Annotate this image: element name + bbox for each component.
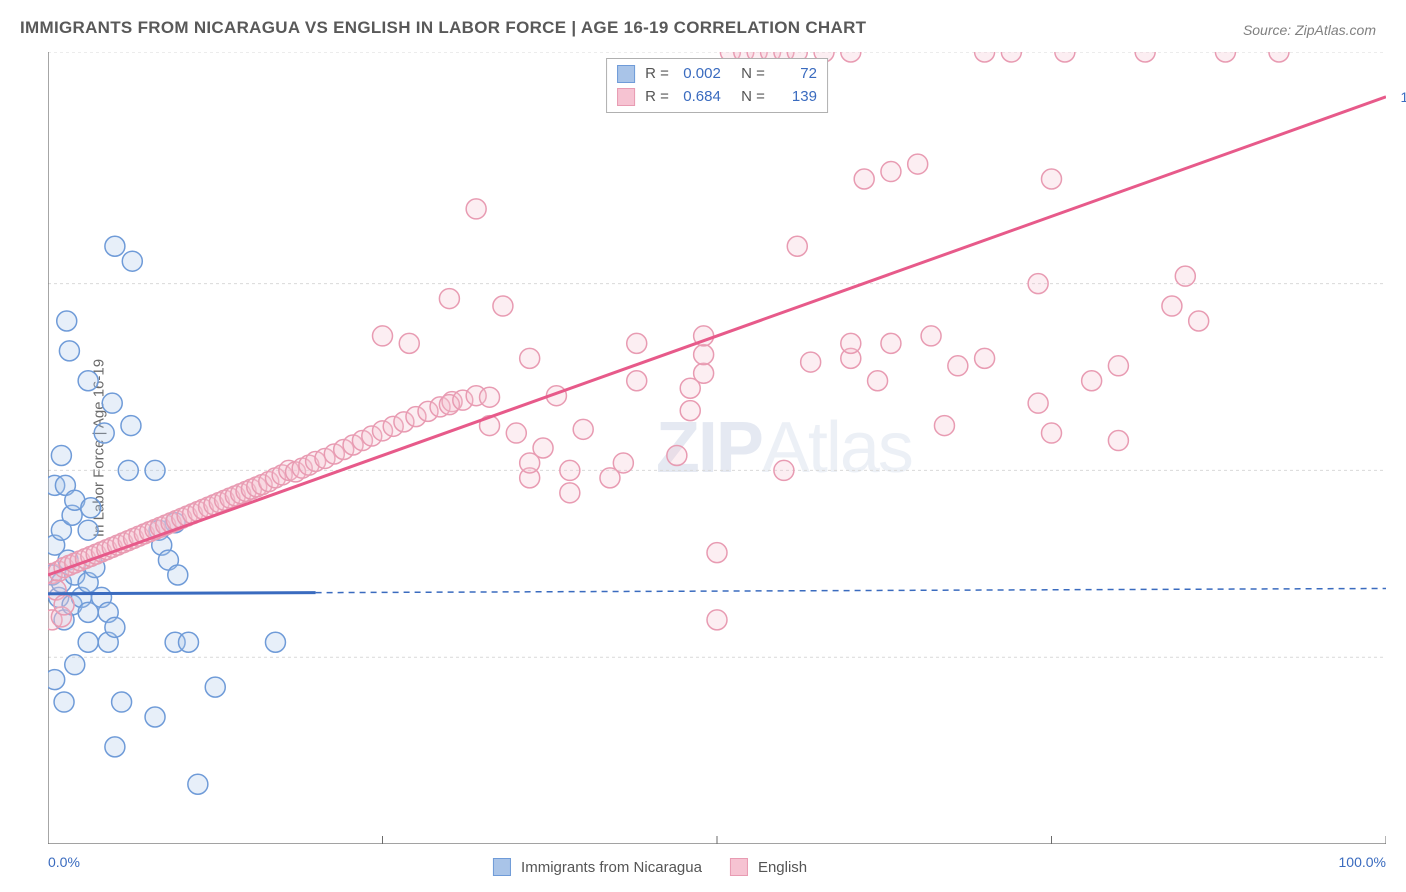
legend-label-pink: English: [758, 859, 807, 876]
n-value-blue: 72: [771, 63, 817, 86]
r-label: R =: [645, 86, 669, 109]
swatch-blue: [617, 65, 635, 83]
n-label: N =: [741, 63, 765, 86]
y-tick-label: 100.0%: [1401, 89, 1406, 105]
x-tick-label: 100.0%: [1339, 854, 1386, 870]
r-label: R =: [645, 63, 669, 86]
chart-area: In Labor Force | Age 16-19 ZIPAtlas R = …: [48, 52, 1386, 844]
legend-stats-row: R = 0.002 N = 72: [617, 63, 817, 86]
legend-item-blue: Immigrants from Nicaragua: [493, 858, 702, 876]
n-value-pink: 139: [771, 86, 817, 109]
x-tick-label: 0.0%: [48, 854, 80, 870]
swatch-pink: [730, 858, 748, 876]
legend-item-pink: English: [730, 858, 807, 876]
n-label: N =: [741, 86, 765, 109]
legend-stats-row: R = 0.684 N = 139: [617, 86, 817, 109]
swatch-blue: [493, 858, 511, 876]
r-value-pink: 0.684: [675, 86, 721, 109]
scatter-plot: [48, 52, 1386, 844]
legend-series: Immigrants from Nicaragua English: [493, 858, 807, 876]
source-attribution: Source: ZipAtlas.com: [1243, 22, 1376, 38]
legend-stats: R = 0.002 N = 72 R = 0.684 N = 139: [606, 58, 828, 113]
legend-label-blue: Immigrants from Nicaragua: [521, 859, 702, 876]
swatch-pink: [617, 88, 635, 106]
r-value-blue: 0.002: [675, 63, 721, 86]
chart-title: IMMIGRANTS FROM NICARAGUA VS ENGLISH IN …: [20, 18, 866, 38]
